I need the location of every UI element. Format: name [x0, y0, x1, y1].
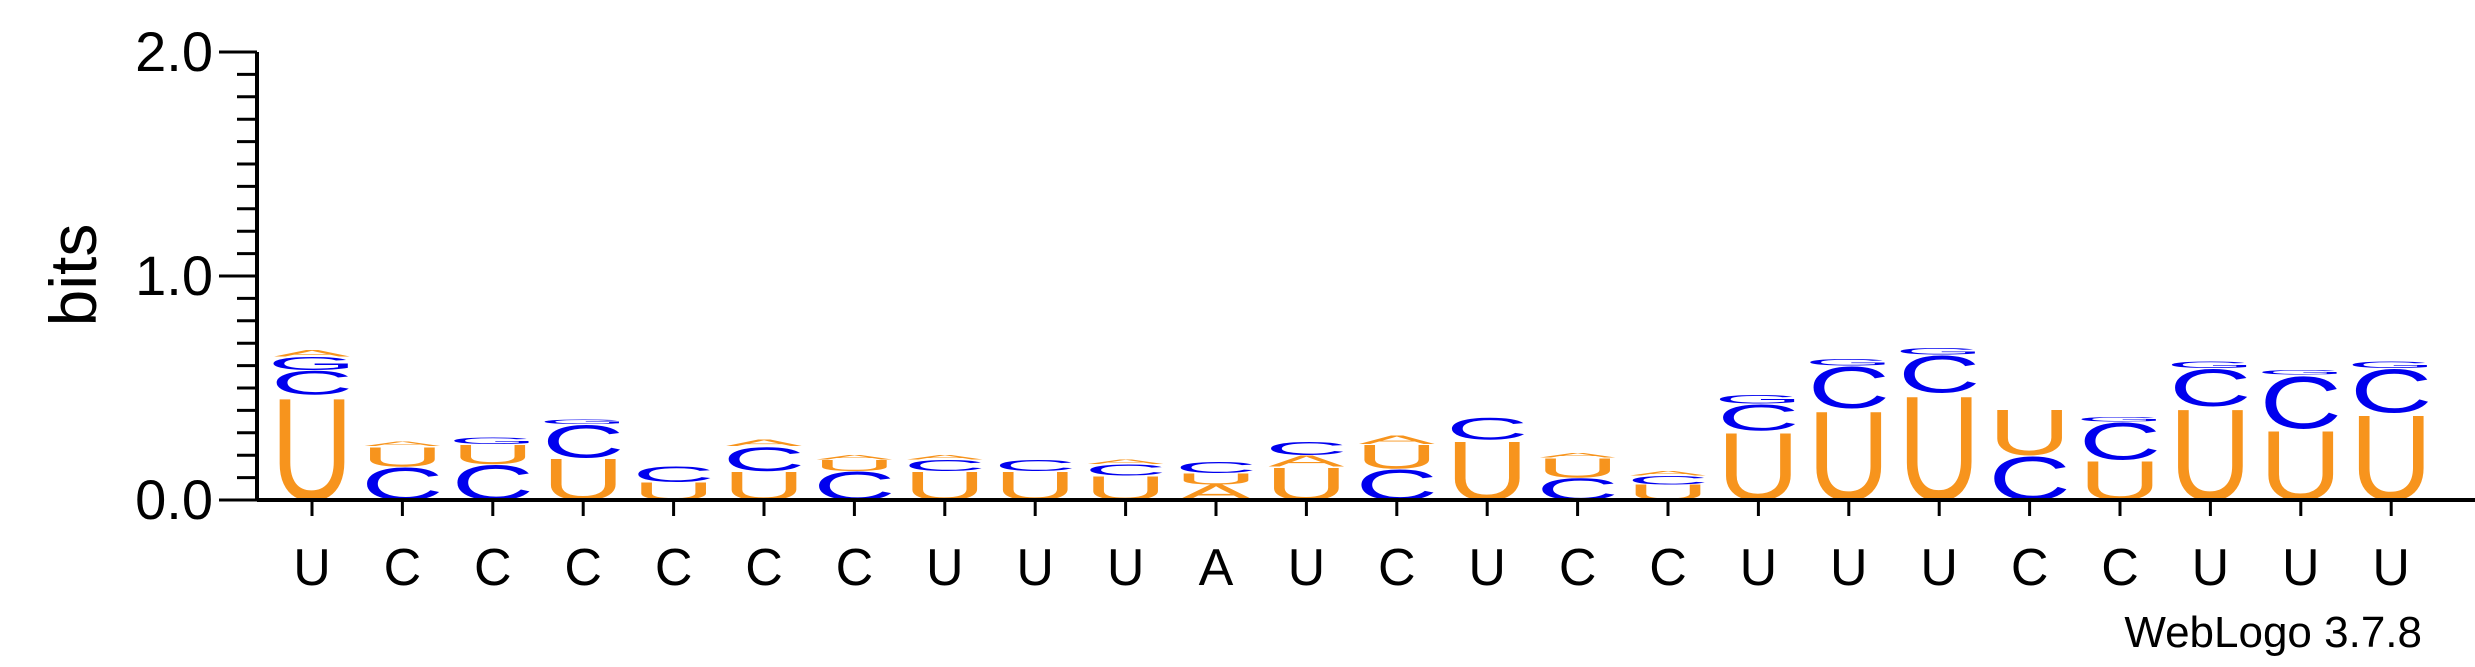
- x-position-label: U: [2372, 539, 2410, 597]
- x-position-label: C: [384, 539, 422, 597]
- logo-letter-C: C: [1717, 397, 1799, 439]
- logo-letter-U: U: [361, 441, 443, 472]
- x-position-label: U: [293, 539, 331, 597]
- logo-letter-A: A: [907, 454, 983, 461]
- x-position-label: U: [1468, 539, 1506, 597]
- logo-letter-U: U: [813, 457, 895, 474]
- logo-letter-A: A: [1268, 452, 1345, 469]
- logo-letter-C: C: [271, 364, 353, 402]
- logo-column: UCA: [723, 438, 805, 509]
- logo-letter-U: U: [1175, 470, 1257, 487]
- logo-letter-C: C: [1175, 459, 1257, 476]
- x-position-label: U: [1016, 539, 1054, 597]
- logo-letter-G: G: [1714, 393, 1803, 407]
- logo-letter-U: U: [1356, 438, 1438, 476]
- logo-letter-C: C: [1446, 411, 1528, 446]
- logo-column: UCG: [2257, 362, 2346, 522]
- logo-column: AUC: [1175, 459, 1257, 505]
- x-position-label: U: [1288, 539, 1326, 597]
- logo-letter-G: G: [539, 418, 628, 425]
- x-position-label: C: [474, 539, 512, 597]
- x-position-label: U: [1920, 539, 1958, 597]
- x-position-label: U: [1740, 539, 1778, 597]
- logo-letter-A: A: [1359, 433, 1435, 447]
- x-position-label: C: [655, 539, 693, 597]
- y-axis-title: bits: [36, 224, 110, 327]
- logo-letter-G: G: [2166, 360, 2255, 370]
- logo-letter-G: G: [2257, 369, 2346, 376]
- logo-letter-G: G: [1895, 346, 1984, 356]
- logo-letter-C: C: [2079, 412, 2161, 471]
- logo-letter-A: A: [1088, 459, 1164, 466]
- logo-letter-C: C: [994, 457, 1076, 474]
- x-position-label: A: [1199, 539, 1234, 597]
- logo-letter-A: A: [726, 438, 802, 448]
- logo-letter-C: C: [542, 416, 624, 468]
- x-position-label: C: [2101, 539, 2139, 597]
- logo-letter-A: A: [364, 441, 440, 448]
- x-position-label: C: [1649, 539, 1687, 597]
- logo-letter-C: C: [632, 463, 714, 487]
- logo-letter-C: C: [2169, 358, 2251, 417]
- x-position-label: U: [1107, 539, 1145, 597]
- logo-column: UCG: [2076, 412, 2165, 512]
- y-tick-label: 0.0: [135, 468, 213, 531]
- logo-letter-U: U: [452, 439, 534, 470]
- logo-letter-U: U: [1988, 396, 2070, 469]
- logo-letter-C: C: [723, 440, 805, 478]
- x-position-label: C: [2011, 539, 2049, 597]
- weblogo-credit: WebLogo 3.7.8: [2124, 608, 2422, 657]
- logo-letter-G: G: [268, 353, 357, 374]
- logo-letter-C: C: [1265, 439, 1347, 460]
- x-position-label: C: [1559, 539, 1597, 597]
- logo-letter-G: G: [449, 436, 538, 446]
- logo-letter-A: A: [274, 348, 350, 358]
- x-position-label: U: [1830, 539, 1868, 597]
- logo-letter-G: G: [1805, 357, 1894, 367]
- logo-letter-U: U: [1536, 452, 1618, 483]
- y-tick-label: 1.0: [135, 244, 213, 307]
- logo-letter-A: A: [816, 454, 892, 461]
- y-tick-label: 2.0: [135, 20, 213, 83]
- logo-letter-C: C: [904, 457, 986, 474]
- logo-column: CU: [1988, 396, 2070, 513]
- x-position-label: C: [836, 539, 874, 597]
- x-position-label: U: [926, 539, 964, 597]
- logo-letter-C: C: [2350, 357, 2432, 426]
- x-position-label: C: [1378, 539, 1416, 597]
- logo-letter-C: C: [2260, 362, 2342, 445]
- logo-letter-G: G: [2347, 360, 2436, 370]
- logo-letter-C: C: [1808, 355, 1890, 421]
- logo-letter-C: C: [1084, 461, 1166, 478]
- x-position-label: U: [2282, 539, 2320, 597]
- logo-letter-C: C: [1627, 473, 1709, 487]
- logo-letter-A: A: [1540, 452, 1616, 459]
- logo-letter-G: G: [2076, 416, 2165, 423]
- y-axis: 0.0 1.0 2.0: [135, 20, 259, 531]
- x-position-label: U: [2192, 539, 2230, 597]
- logo-letter-A: A: [1630, 470, 1706, 477]
- x-position-label: C: [745, 539, 783, 597]
- x-position-label: C: [564, 539, 602, 597]
- logo-letter-C: C: [1898, 345, 1980, 404]
